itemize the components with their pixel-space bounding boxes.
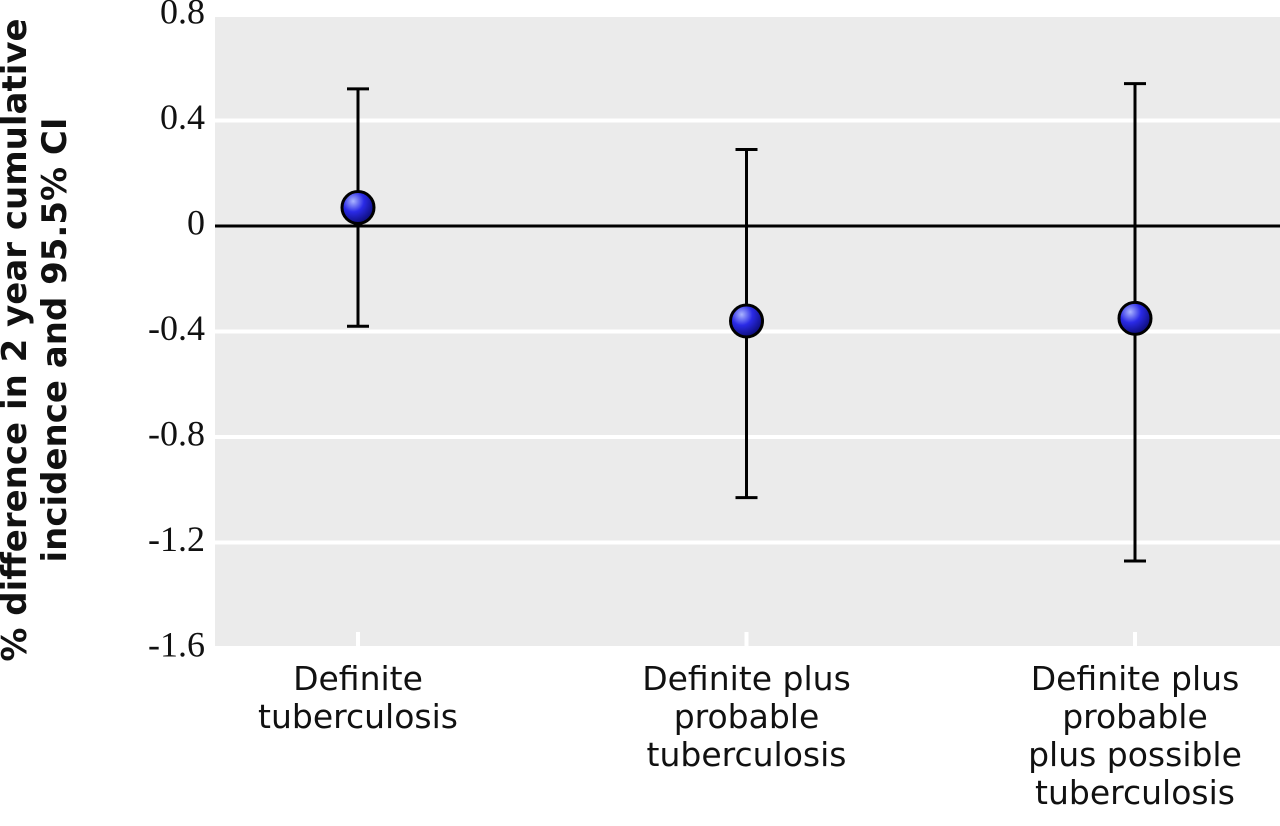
y-tick-label: -1.2 <box>148 519 205 559</box>
y-tick-label: -0.4 <box>148 308 205 348</box>
y-tick-label: -0.8 <box>148 413 205 453</box>
y-axis-label: % difference in 2 year cumulative incide… <box>0 18 75 661</box>
point <box>729 303 764 339</box>
y-tick-label: 0.4 <box>160 97 205 137</box>
y-tick-label: -1.6 <box>148 624 205 664</box>
x-tick-label: Definite plus probable tuberculosis <box>642 659 851 774</box>
x-tick-label: Definite tuberculosis <box>258 659 458 736</box>
x-tick-label: Definite plus probable plus possible tub… <box>1028 659 1242 812</box>
y-tick-label: 0 <box>187 202 205 242</box>
y-tick-label: 0.8 <box>160 0 205 31</box>
point <box>340 190 376 226</box>
point <box>1117 300 1153 336</box>
